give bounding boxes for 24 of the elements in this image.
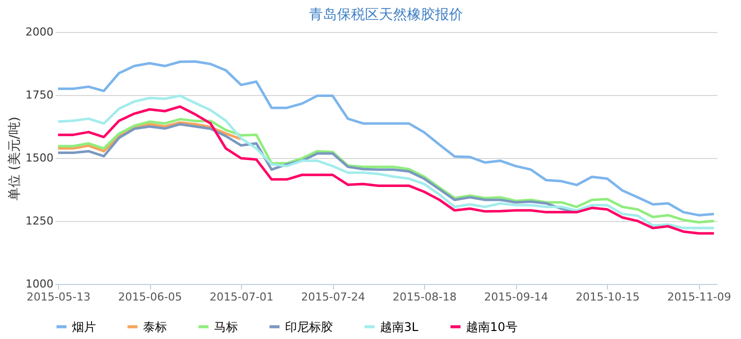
legend-label: 越南3L: [380, 320, 419, 334]
chart-title: 青岛保税区天然橡胶报价: [309, 7, 463, 23]
legend-label: 泰标: [143, 320, 167, 334]
y-tick-label: 1500: [26, 152, 54, 164]
legend-label: 马标: [214, 320, 238, 334]
x-tick-label: 2015-06-05: [118, 290, 182, 304]
x-tick-label: 2015-08-18: [392, 290, 457, 304]
x-tick-label: 2015-07-01: [210, 290, 274, 304]
legend-label: 越南10号: [466, 320, 518, 334]
line-series: [56, 118, 716, 224]
legend-label: 烟片: [72, 320, 96, 334]
legend-label: 印尼标胶: [285, 320, 333, 334]
y-tick-label: 1000: [26, 278, 54, 290]
line-series: [56, 60, 716, 216]
y-tick-label: 2000: [26, 26, 54, 38]
y-axis-title: 单位 (美元/吨): [6, 116, 23, 200]
x-tick-label: 2015-05-13: [26, 290, 91, 304]
line-series: [56, 121, 242, 152]
y-tick-label: 1250: [26, 214, 54, 228]
x-tick-label: 2015-07-24: [301, 290, 366, 304]
x-tick-label: 2015-11-09: [667, 290, 732, 304]
x-tick-label: 2015-10-15: [576, 290, 640, 304]
y-tick-label: 1750: [26, 88, 54, 102]
x-tick-label: 2015-09-14: [484, 290, 548, 304]
